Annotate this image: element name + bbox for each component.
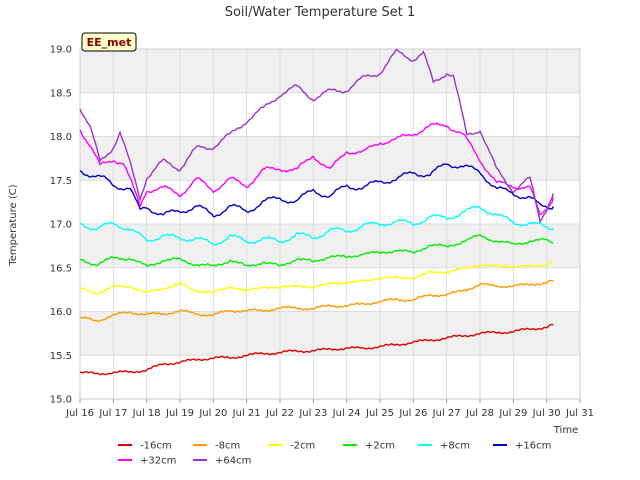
plot-band — [80, 224, 580, 268]
x-tick-label: Jul 22 — [265, 408, 294, 419]
x-tick-label: Jul 31 — [565, 408, 594, 419]
legend-label: +2cm — [365, 441, 395, 452]
plot-band — [80, 267, 580, 312]
x-axis-label: Time — [553, 425, 578, 436]
x-tick-label: Jul 25 — [365, 408, 394, 419]
legend-label: +16cm — [515, 441, 551, 452]
x-tick-label: Jul 29 — [498, 408, 527, 419]
site-badge-text: EE_met — [87, 36, 132, 49]
legend-label: +32cm — [140, 456, 176, 467]
x-tick-label: Jul 23 — [298, 408, 327, 419]
x-tick-label: Jul 27 — [432, 408, 461, 419]
plot-band — [80, 180, 580, 224]
x-tick-label: Jul 28 — [465, 408, 494, 419]
x-tick-label: Jul 16 — [65, 408, 94, 419]
y-axis: 15.0 15.5 16.0 16.5 17.0 17.5 18.0 18.5 19.0 — [50, 45, 72, 406]
x-axis: Jul 16 Jul 17 Jul 18 Jul 19 Jul 20 Jul 21 Jul … — [65, 399, 594, 419]
y-tick-label: 15.5 — [50, 351, 72, 362]
legend-label: -2cm — [290, 441, 315, 452]
series-line--2cm — [79, 260, 554, 295]
x-tick-label: Jul 17 — [98, 408, 127, 419]
y-tick-label: 15.0 — [50, 395, 72, 406]
series-line--8cm — [79, 279, 554, 322]
series-line-+2cm — [79, 234, 554, 267]
plot-band — [80, 136, 580, 181]
y-tick-label: 17.5 — [50, 176, 72, 187]
y-tick-label: 18.0 — [50, 132, 72, 143]
series-line--16cm — [79, 323, 554, 376]
legend: -16cm -8cm -2cm +2cm +8cm +16cm +32cm +64cm — [118, 441, 551, 467]
legend-label: +8cm — [440, 441, 470, 452]
x-tick-label: Jul 26 — [398, 408, 427, 419]
x-tick-label: Jul 19 — [165, 408, 194, 419]
x-tick-label: Jul 21 — [232, 408, 261, 419]
x-tick-label: Jul 20 — [198, 408, 227, 419]
y-tick-label: 16.0 — [50, 307, 72, 318]
y-tick-label: 19.0 — [50, 45, 72, 56]
y-tick-label: 17.0 — [50, 220, 72, 231]
y-tick-label: 18.5 — [50, 88, 72, 99]
legend-label: +64cm — [215, 456, 251, 467]
series-lines — [79, 48, 554, 376]
x-tick-label: Jul 24 — [332, 408, 361, 419]
x-tick-label: Jul 30 — [532, 408, 561, 419]
plot-band — [80, 49, 580, 93]
chart-title: Soil/Water Temperature Set 1 — [225, 5, 416, 20]
plot-band — [80, 92, 580, 137]
site-badge: EE_met — [81, 32, 137, 52]
y-axis-label: Temperature (C) — [8, 184, 19, 266]
x-tick-label: Jul 18 — [132, 408, 161, 419]
series-line-+16cm — [79, 163, 554, 218]
site-badge-box — [81, 32, 137, 52]
series-line-+32cm — [79, 122, 554, 216]
series-line-+8cm — [79, 205, 554, 246]
plot-background — [80, 49, 580, 399]
legend-label: -16cm — [140, 441, 172, 452]
legend-label: -8cm — [215, 441, 240, 452]
plot-band — [80, 355, 580, 399]
series-line-+64cm — [79, 48, 554, 224]
y-tick-label: 16.5 — [50, 263, 72, 274]
